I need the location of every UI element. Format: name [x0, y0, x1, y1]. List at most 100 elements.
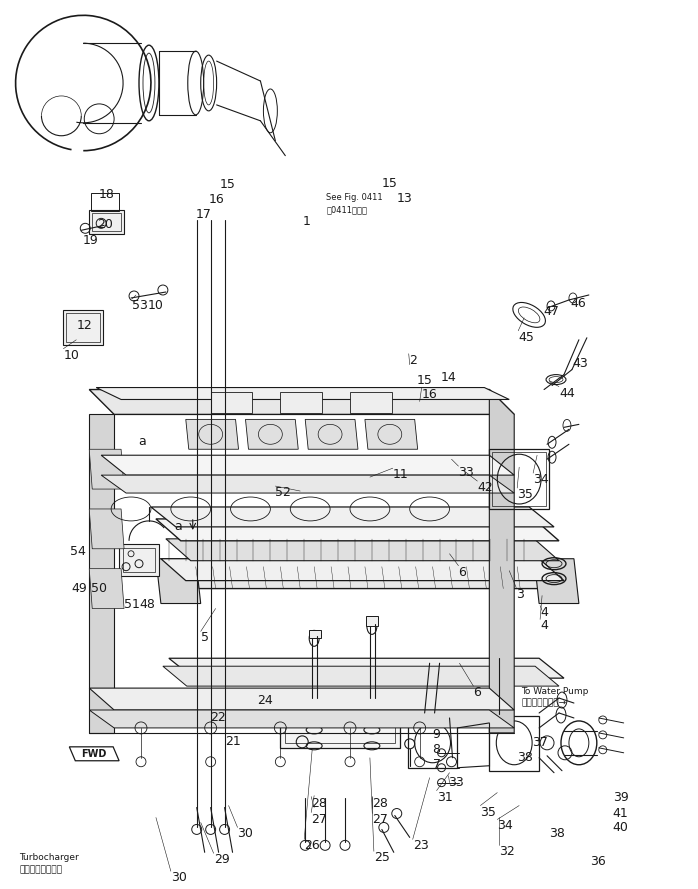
Text: 13: 13	[396, 193, 413, 205]
Text: 30: 30	[171, 871, 187, 885]
Text: FWD: FWD	[82, 749, 107, 759]
Text: 2: 2	[409, 354, 417, 366]
Bar	[492, 453, 546, 506]
Text: 36: 36	[590, 855, 606, 869]
Bar	[123, 548, 155, 572]
Text: 35: 35	[517, 488, 533, 501]
Text: 15: 15	[382, 177, 398, 189]
Text: 15: 15	[417, 373, 433, 387]
Polygon shape	[186, 420, 239, 449]
Text: 33: 33	[449, 776, 464, 789]
Text: 51: 51	[124, 597, 140, 611]
Polygon shape	[89, 710, 514, 728]
Text: 47: 47	[543, 305, 559, 318]
Bar	[350, 391, 392, 413]
Polygon shape	[96, 388, 510, 399]
Text: 12: 12	[76, 319, 92, 332]
Text: 6: 6	[473, 686, 482, 699]
Text: 第0411図参照: 第0411図参照	[326, 205, 367, 214]
Text: 14: 14	[440, 371, 456, 384]
Text: 4: 4	[540, 605, 548, 619]
Text: 25: 25	[374, 852, 389, 864]
Polygon shape	[89, 449, 124, 489]
Text: 6: 6	[459, 565, 466, 579]
Text: 37: 37	[532, 736, 548, 749]
Text: 30: 30	[237, 828, 253, 840]
Text: ウォータポンプ→: ウォータポンプ→	[521, 698, 566, 707]
Polygon shape	[489, 389, 514, 733]
Text: 5: 5	[201, 631, 209, 645]
Text: 38: 38	[549, 828, 565, 840]
Polygon shape	[156, 519, 559, 541]
Bar	[309, 630, 321, 638]
Text: 48: 48	[139, 597, 155, 611]
Text: 54: 54	[70, 545, 87, 557]
Bar	[281, 698, 400, 748]
Bar	[281, 391, 322, 413]
Bar	[119, 544, 159, 576]
Text: 27: 27	[372, 813, 388, 826]
Text: 50: 50	[91, 581, 107, 595]
Text: 28: 28	[372, 797, 388, 810]
Text: 46: 46	[570, 297, 586, 310]
Bar	[366, 616, 378, 627]
Text: 28: 28	[311, 797, 327, 810]
Text: 22: 22	[209, 711, 225, 724]
Text: 23: 23	[413, 839, 429, 853]
Bar	[282, 693, 312, 718]
Polygon shape	[166, 566, 559, 589]
Text: See Fig. 0411: See Fig. 0411	[326, 194, 383, 203]
Text: To Water Pump: To Water Pump	[521, 687, 588, 696]
Bar	[91, 194, 119, 212]
Text: 9: 9	[433, 728, 440, 741]
Text: 10: 10	[148, 299, 164, 312]
Text: a: a	[174, 520, 181, 533]
Bar	[66, 313, 101, 341]
Polygon shape	[365, 420, 417, 449]
Text: 4: 4	[540, 620, 548, 632]
Bar	[489, 449, 549, 509]
Text: 35: 35	[480, 805, 496, 819]
Text: 31: 31	[436, 790, 452, 804]
Text: 34: 34	[533, 473, 549, 486]
Text: 41: 41	[613, 806, 628, 820]
Text: 33: 33	[459, 466, 474, 479]
Text: 21: 21	[225, 735, 242, 748]
Text: 17: 17	[195, 208, 211, 221]
Text: 38: 38	[517, 751, 533, 764]
Text: 32: 32	[499, 845, 515, 859]
Text: 29: 29	[214, 853, 230, 866]
Polygon shape	[89, 509, 124, 549]
Polygon shape	[169, 658, 564, 678]
Text: 49: 49	[71, 581, 87, 595]
Bar	[285, 703, 395, 743]
Text: 42: 42	[477, 481, 493, 494]
Polygon shape	[89, 414, 114, 733]
Text: Turbocharger: Turbocharger	[20, 853, 80, 862]
Text: 53: 53	[132, 299, 148, 312]
Text: 3: 3	[517, 588, 524, 601]
Text: 34: 34	[497, 820, 513, 832]
Polygon shape	[246, 420, 298, 449]
Text: 7: 7	[433, 757, 440, 771]
Text: 43: 43	[572, 356, 588, 370]
Text: 20: 20	[97, 219, 113, 231]
Text: 40: 40	[613, 821, 629, 835]
Text: ターボチャージャ: ターボチャージャ	[20, 865, 63, 874]
Text: 26: 26	[304, 839, 320, 853]
Polygon shape	[89, 688, 514, 710]
Polygon shape	[163, 666, 559, 686]
Text: 24: 24	[258, 694, 273, 707]
Bar	[89, 211, 124, 235]
Bar	[211, 391, 253, 413]
Text: 1: 1	[302, 215, 310, 228]
Polygon shape	[101, 475, 514, 493]
Bar	[408, 718, 457, 768]
Text: 19: 19	[82, 235, 98, 247]
Bar	[92, 213, 121, 231]
Text: 52: 52	[275, 486, 291, 499]
Polygon shape	[89, 569, 124, 608]
Polygon shape	[534, 558, 579, 604]
Polygon shape	[166, 539, 559, 561]
Bar	[489, 716, 539, 771]
